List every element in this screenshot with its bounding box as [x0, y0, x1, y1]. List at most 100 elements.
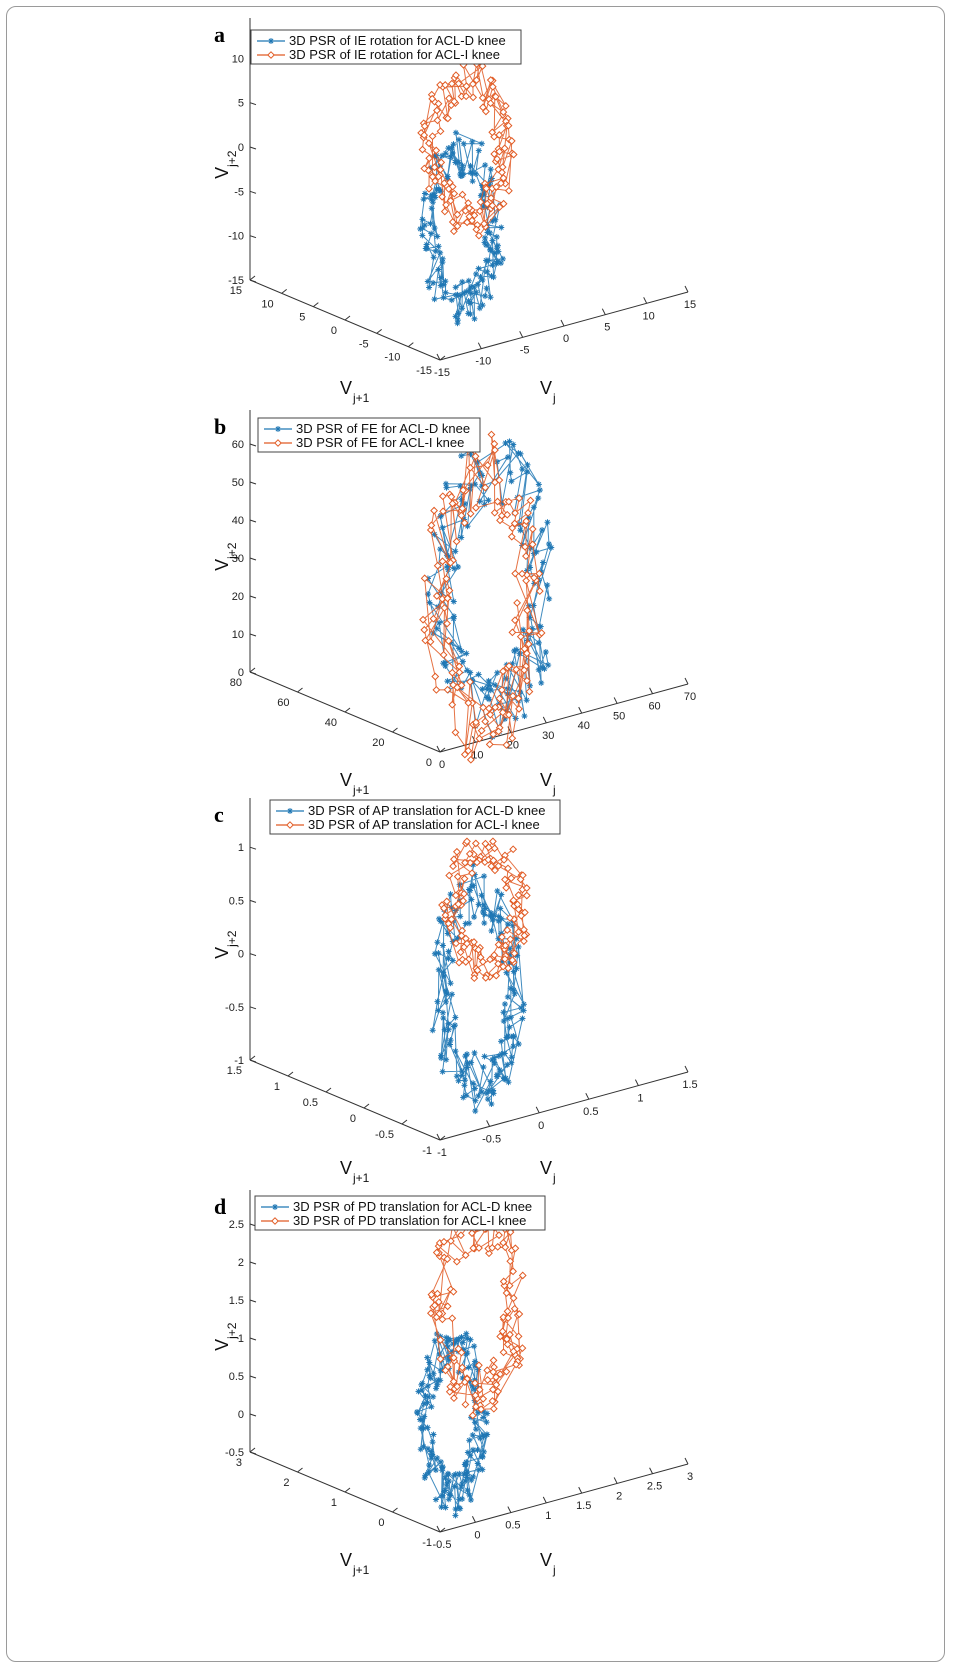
z-axis-label: V — [212, 947, 232, 959]
data-point — [495, 476, 504, 485]
data-point — [437, 249, 444, 256]
data-point — [472, 1108, 479, 1115]
x-tick-mark — [684, 1065, 689, 1073]
legend-box — [250, 29, 522, 65]
x-axis-line — [439, 1071, 689, 1141]
data-point — [488, 1397, 497, 1405]
data-point — [458, 504, 467, 513]
data-point — [435, 1309, 444, 1318]
data-point — [487, 862, 496, 871]
z-tick-label: 20 — [232, 591, 244, 603]
data-point — [539, 526, 546, 533]
x-tick-label: 0 — [563, 333, 569, 345]
data-point — [513, 900, 522, 909]
data-point — [457, 913, 464, 920]
x-tick-label: 20 — [507, 740, 519, 752]
data-point — [506, 438, 513, 445]
panel-c: c -1 -0.5 0 0.5 1 1.5 -1 -0.5 0 0.5 1 1.5 -1 -0.5 0 0.5 1… — [0, 798, 953, 1213]
data-point — [421, 190, 428, 197]
z-tick-label: 0 — [238, 667, 244, 679]
data-point — [495, 1231, 503, 1240]
z-tick-mark — [249, 146, 257, 150]
data-point — [455, 136, 462, 143]
data-point — [472, 1426, 479, 1433]
data-point — [484, 229, 491, 236]
y-tick-label: 1 — [274, 1081, 280, 1093]
y-tick-mark — [249, 275, 256, 281]
z-tick-mark — [249, 633, 257, 637]
x-axis-label-sub: j — [552, 1171, 556, 1185]
z-tick-mark — [249, 1006, 257, 1010]
data-point — [446, 1237, 455, 1245]
data-point — [536, 487, 543, 494]
data-point — [544, 582, 551, 589]
data-point — [482, 162, 489, 169]
data-point — [496, 1370, 505, 1379]
data-point — [436, 80, 444, 89]
z-tick-mark — [249, 1451, 257, 1455]
data-point — [434, 1455, 441, 1462]
panel-d: d -0.5 0 0.5 1 1.5 2 2.5 3 -1 0 1 2 3 -0.5 0 0.5 1 1.5 2 2.5… — [0, 1190, 953, 1605]
data-point — [428, 1448, 435, 1455]
data-point — [508, 956, 517, 964]
data-point — [415, 1388, 422, 1395]
data-point — [488, 927, 495, 934]
data-point — [473, 289, 480, 296]
data-point — [443, 1056, 450, 1063]
data-point — [454, 1344, 463, 1353]
data-point — [504, 921, 511, 928]
z-tick-mark — [249, 190, 257, 194]
data-point — [466, 920, 473, 927]
data-point — [421, 636, 430, 645]
data-point — [498, 891, 505, 898]
data-point — [462, 82, 471, 91]
x-tick-mark — [436, 745, 441, 753]
data-point — [522, 517, 531, 526]
data-point — [508, 1059, 515, 1066]
data-point — [449, 1377, 458, 1386]
data-point — [463, 939, 471, 948]
data-point — [448, 144, 455, 151]
x-tick-label: 30 — [542, 730, 554, 742]
data-point — [463, 288, 470, 295]
data-point — [442, 897, 451, 906]
y-tick-label: 3 — [236, 1457, 242, 1469]
data-point — [439, 524, 446, 531]
y-tick-label: -5 — [359, 338, 369, 350]
data-point — [499, 1313, 508, 1322]
x-tick-label: 1 — [545, 1510, 551, 1522]
data-point — [420, 625, 429, 634]
data-point — [453, 683, 462, 692]
data-point — [435, 243, 442, 250]
x-tick-label: 0.5 — [583, 1106, 598, 1118]
data-point — [480, 1433, 487, 1440]
data-point — [474, 1460, 481, 1467]
panel-a: a -15 -10 -5 0 5 10 15 -15 -10 -5 0 5 10 15 -15 -10 -5 0 5 1… — [0, 18, 953, 433]
data-point — [523, 606, 532, 615]
x-axis-label: V — [540, 1550, 552, 1570]
data-point — [462, 1478, 469, 1485]
data-point — [520, 931, 529, 940]
data-point — [508, 628, 517, 637]
data-point — [482, 905, 489, 912]
data-point — [503, 1340, 512, 1349]
data-point — [536, 623, 543, 630]
data-point — [475, 734, 484, 743]
data-point — [515, 943, 522, 950]
x-tick-mark — [649, 1467, 654, 1474]
data-point — [533, 549, 540, 556]
data-point — [442, 987, 449, 994]
data-point — [515, 494, 524, 503]
data-point — [509, 896, 518, 905]
data-point — [453, 1382, 462, 1391]
data-point — [461, 1077, 468, 1084]
data-point — [548, 544, 555, 551]
data-point — [429, 1027, 436, 1034]
data-point — [468, 1411, 477, 1420]
data-point — [418, 145, 427, 154]
data-point — [440, 1237, 448, 1246]
data-point — [483, 461, 492, 470]
data-point — [435, 1007, 442, 1014]
data-point — [469, 138, 476, 145]
